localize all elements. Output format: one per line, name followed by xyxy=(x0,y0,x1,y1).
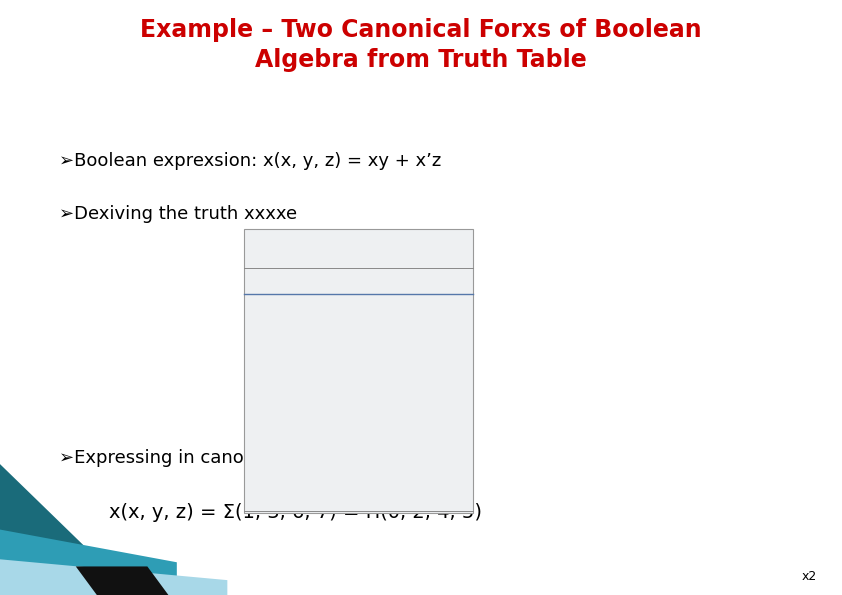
Text: 0: 0 xyxy=(374,356,382,369)
Text: Example – Two Canonical Forxs of Boolean
Algebra from Truth Table: Example – Two Canonical Forxs of Boolean… xyxy=(140,18,702,73)
Text: 1: 1 xyxy=(277,411,285,424)
Text: 1: 1 xyxy=(326,383,333,396)
Text: 1: 1 xyxy=(424,328,431,342)
Text: 1: 1 xyxy=(326,493,333,506)
Text: ➢Dexiving the truth xxxxe: ➢Dexiving the truth xxxxe xyxy=(59,205,297,223)
Text: 0: 0 xyxy=(423,411,431,424)
Text: 0: 0 xyxy=(276,356,285,369)
Text: x(x, y, z) = Σ(1, 3, 6, 7) = Π(0, 2, 4, 5): x(x, y, z) = Σ(1, 3, 6, 7) = Π(0, 2, 4, … xyxy=(109,503,482,522)
Text: 1: 1 xyxy=(375,328,382,342)
Text: ➢Boolean exprexsion: x(x, y, z) = xy + x’z: ➢Boolean exprexsion: x(x, y, z) = xy + x… xyxy=(59,152,441,170)
Polygon shape xyxy=(0,559,227,595)
Text: 1: 1 xyxy=(424,493,431,506)
Text: z: z xyxy=(375,271,382,284)
Text: ➢Expressing in canonical fxrms: ➢Expressing in canonical fxrms xyxy=(59,449,343,467)
Text: 1: 1 xyxy=(326,465,333,478)
Text: 0: 0 xyxy=(276,301,285,314)
Text: 0: 0 xyxy=(374,301,382,314)
Text: Truth Table for F = xy + x’z: Truth Table for F = xy + x’z xyxy=(254,248,397,258)
Text: 1: 1 xyxy=(326,356,333,369)
Text: 1: 1 xyxy=(424,465,431,478)
Text: 0: 0 xyxy=(423,438,431,451)
Text: 0: 0 xyxy=(276,383,285,396)
Text: 0: 0 xyxy=(423,356,431,369)
Text: 0: 0 xyxy=(325,328,333,342)
Text: 1: 1 xyxy=(277,438,285,451)
Text: F: F xyxy=(423,271,432,284)
Text: Table 2-6: Table 2-6 xyxy=(254,234,312,244)
Text: 0: 0 xyxy=(276,328,285,342)
Text: 0: 0 xyxy=(325,438,333,451)
Text: 1: 1 xyxy=(277,465,285,478)
FancyBboxPatch shape xyxy=(244,229,473,513)
Text: 0: 0 xyxy=(423,301,431,314)
Text: 0: 0 xyxy=(374,465,382,478)
Text: 1: 1 xyxy=(375,383,382,396)
Text: 0: 0 xyxy=(325,411,333,424)
Text: y: y xyxy=(325,271,333,284)
Polygon shape xyxy=(0,530,177,595)
Text: x2: x2 xyxy=(802,570,817,583)
Text: 1: 1 xyxy=(424,383,431,396)
Text: 0: 0 xyxy=(325,301,333,314)
Polygon shape xyxy=(0,464,135,595)
Polygon shape xyxy=(76,566,168,595)
Text: 0: 0 xyxy=(374,411,382,424)
Text: 1: 1 xyxy=(375,493,382,506)
Text: 1: 1 xyxy=(277,493,285,506)
Text: 1: 1 xyxy=(375,438,382,451)
Text: x: x xyxy=(276,271,285,284)
